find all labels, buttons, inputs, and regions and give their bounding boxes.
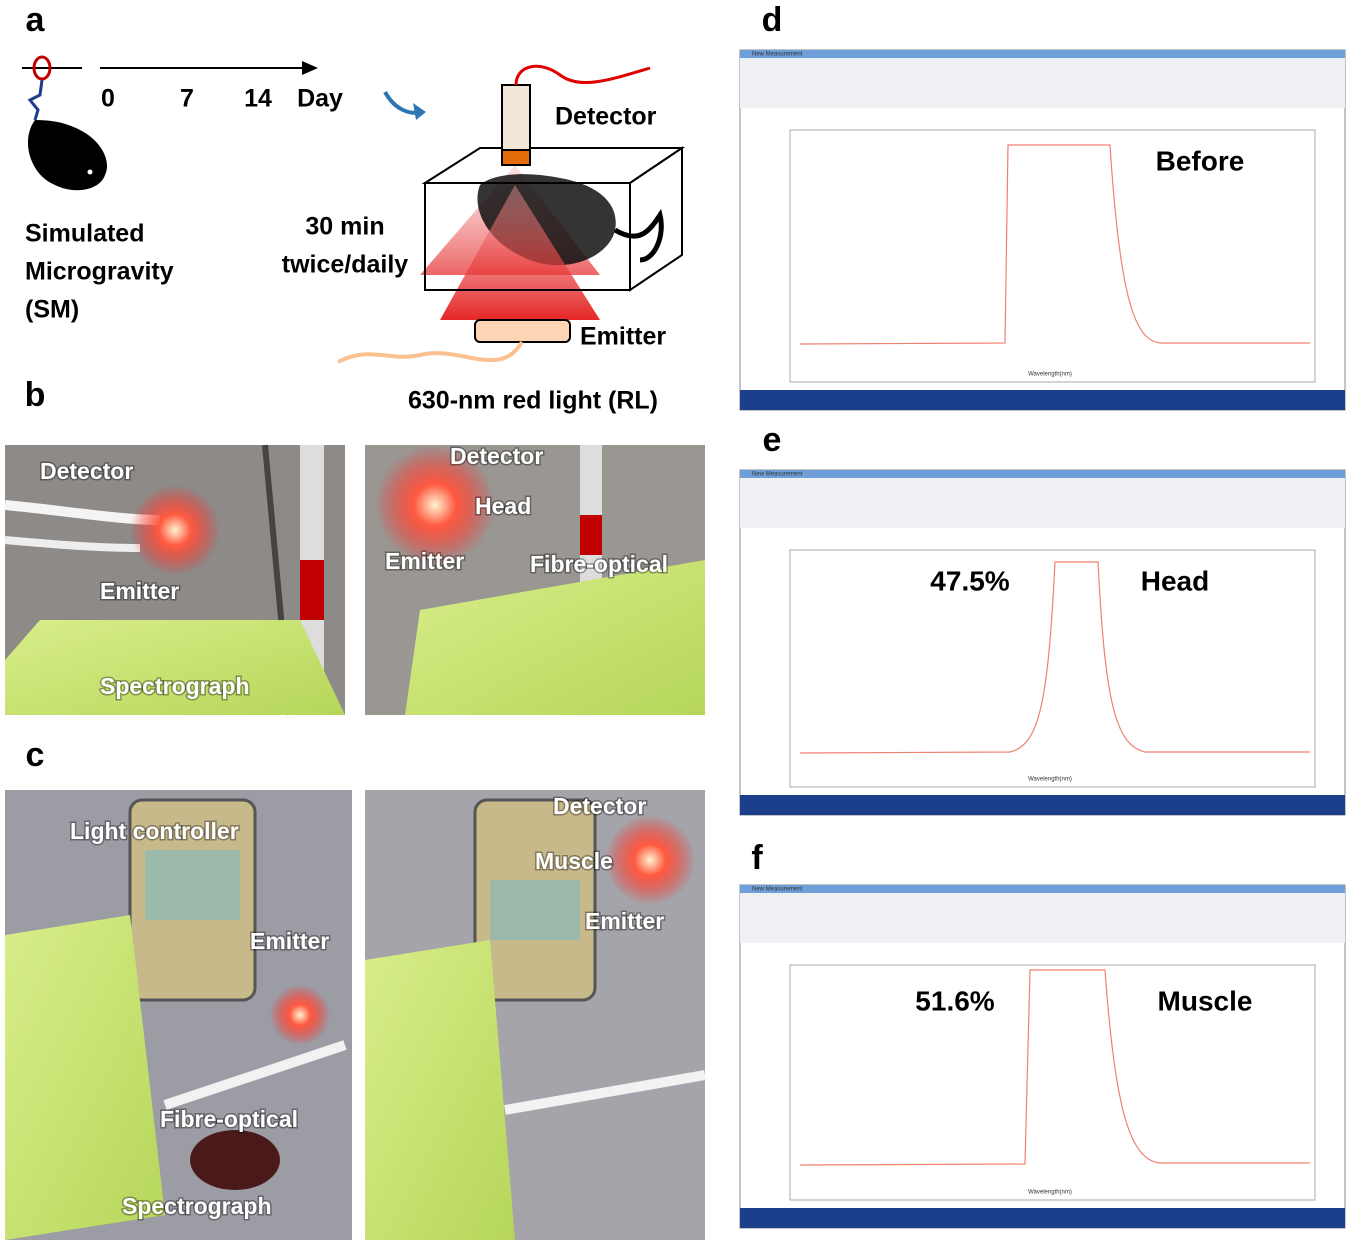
percent-label: 47.5% bbox=[930, 565, 1009, 596]
toolbar bbox=[740, 478, 1345, 528]
fibre-connector bbox=[580, 515, 602, 555]
emitter-cable bbox=[338, 342, 522, 362]
tail-string bbox=[30, 80, 42, 120]
group-label: Microgravity bbox=[25, 258, 174, 286]
curved-arrow-head bbox=[413, 103, 426, 120]
photo-label: Emitter bbox=[385, 548, 464, 574]
red-glow bbox=[605, 815, 695, 905]
photo-label: Spectrograph bbox=[122, 1193, 272, 1219]
mouse-eye bbox=[88, 170, 93, 175]
controller-leds bbox=[490, 880, 580, 940]
panel-label: b bbox=[25, 376, 46, 414]
timeline-label: 7 bbox=[180, 85, 194, 113]
timeline-label: Day bbox=[297, 85, 343, 113]
percent-label: 51.6% bbox=[915, 985, 994, 1016]
figure: a b c d e f 0 7 14 Day Simulated Microgr… bbox=[0, 0, 1353, 1240]
detector-label: Detector bbox=[555, 103, 657, 131]
window-title: New Measurement bbox=[752, 887, 803, 893]
timeline-label: 14 bbox=[244, 85, 272, 113]
photo-label: Muscle bbox=[535, 848, 613, 874]
photo-label: Emitter bbox=[250, 928, 329, 954]
taskbar bbox=[740, 1208, 1345, 1228]
x-axis-title: Wavelength(nm) bbox=[1028, 1190, 1072, 1196]
taskbar bbox=[740, 795, 1345, 815]
title-bar bbox=[740, 50, 1345, 58]
group-label: Simulated bbox=[25, 220, 144, 248]
toolbar bbox=[740, 893, 1345, 943]
tissue bbox=[190, 1130, 280, 1190]
timeline-label: 0 bbox=[101, 85, 115, 113]
duration-label: 30 min bbox=[305, 213, 384, 241]
timeline-arrow bbox=[302, 61, 318, 75]
window-title: New Measurement bbox=[752, 472, 803, 478]
photo-label: Fibre-optical bbox=[160, 1106, 298, 1132]
title-bar bbox=[740, 470, 1345, 478]
caption: Muscle bbox=[1158, 985, 1253, 1016]
light-label: 630-nm red light (RL) bbox=[408, 387, 658, 415]
caption: Head bbox=[1141, 565, 1209, 596]
caption: Before bbox=[1156, 145, 1245, 176]
photo-label: Light controller bbox=[70, 818, 239, 844]
emitter-icon bbox=[475, 320, 570, 342]
page: {"panels": { "a": {"label": "a", "timeli… bbox=[0, 0, 1353, 1240]
photo-label: Detector bbox=[450, 443, 543, 469]
x-axis-title: Wavelength(nm) bbox=[1028, 372, 1072, 378]
panel-label: e bbox=[763, 421, 782, 459]
mouse-icon bbox=[28, 120, 107, 190]
taskbar bbox=[740, 390, 1345, 410]
red-glow bbox=[270, 985, 330, 1045]
toolbar bbox=[740, 58, 1345, 108]
controller-leds bbox=[145, 850, 240, 920]
emitter-label: Emitter bbox=[580, 323, 666, 351]
duration-label: twice/daily bbox=[282, 251, 409, 279]
title-bar bbox=[740, 885, 1345, 893]
photo-label: Fibre-optical bbox=[530, 551, 668, 577]
photo-label: Detector bbox=[40, 458, 133, 484]
photo-label: Spectrograph bbox=[100, 673, 250, 699]
detector-tip bbox=[502, 150, 530, 165]
x-axis-title: Wavelength(nm) bbox=[1028, 777, 1072, 783]
photo-label: Head bbox=[475, 493, 531, 519]
group-label: (SM) bbox=[25, 296, 79, 324]
detector-cable bbox=[516, 66, 650, 85]
spectrograph-device bbox=[365, 940, 515, 1240]
panel-label: d bbox=[762, 1, 783, 39]
panel-label: f bbox=[751, 839, 763, 877]
red-glow bbox=[130, 485, 220, 575]
photo-label: Detector bbox=[553, 793, 646, 819]
photo-label: Emitter bbox=[100, 578, 179, 604]
panel-label: a bbox=[26, 1, 46, 39]
fibre-connector bbox=[300, 560, 324, 620]
photo-label: Emitter bbox=[585, 908, 664, 934]
panel-label: c bbox=[26, 736, 45, 774]
spectrograph-device bbox=[5, 620, 345, 715]
window-title: New Measurement bbox=[752, 52, 803, 58]
